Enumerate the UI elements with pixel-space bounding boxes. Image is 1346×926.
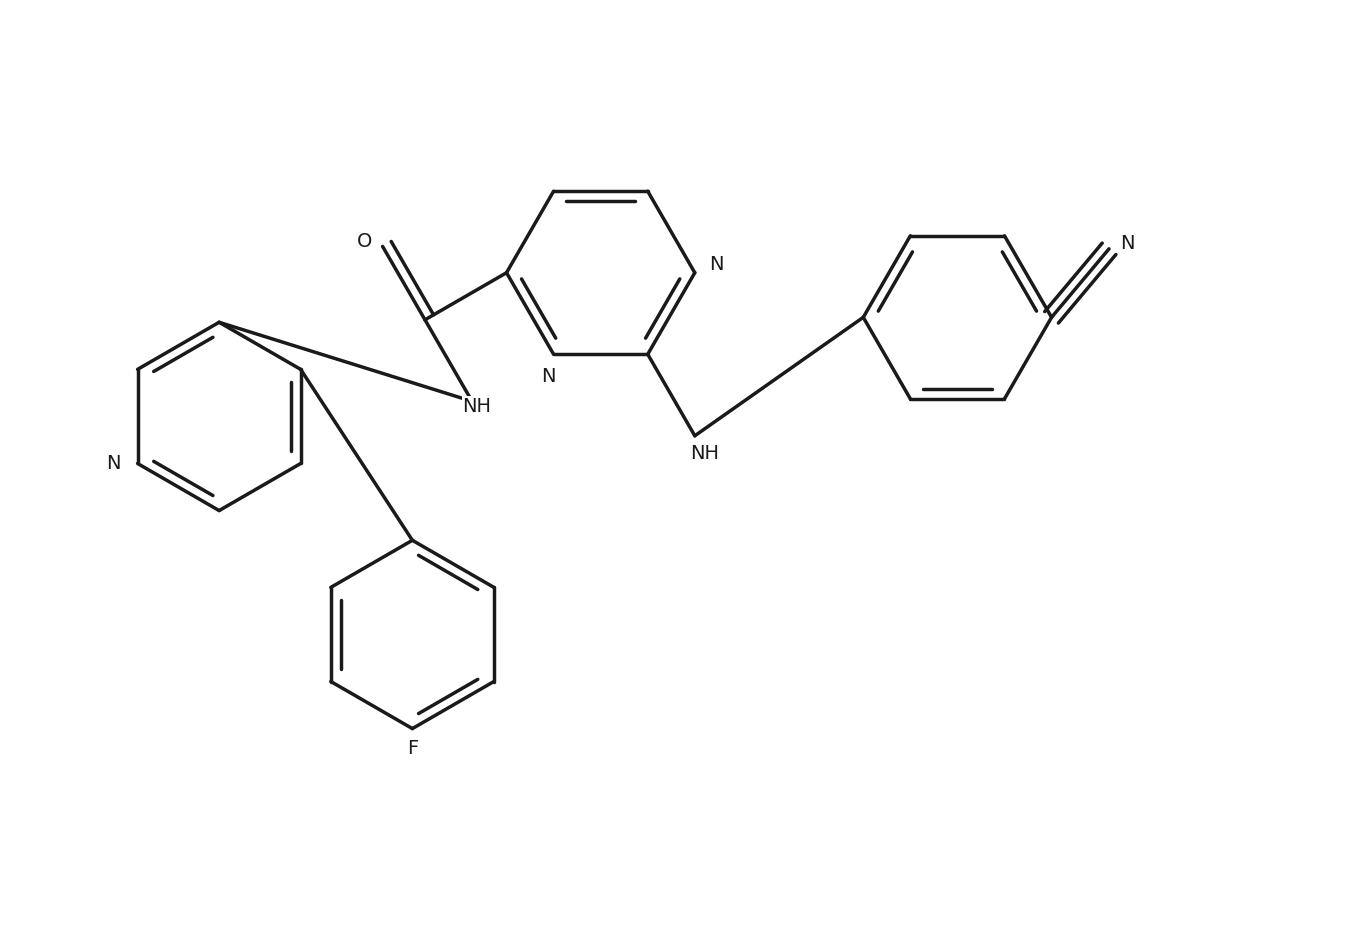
Text: N: N (709, 256, 724, 274)
Text: NH: NH (463, 396, 491, 416)
Text: NH: NH (690, 444, 719, 463)
Text: N: N (541, 367, 556, 385)
Text: F: F (406, 739, 419, 757)
Text: O: O (357, 232, 373, 251)
Text: N: N (106, 454, 121, 473)
Text: N: N (1120, 234, 1135, 254)
